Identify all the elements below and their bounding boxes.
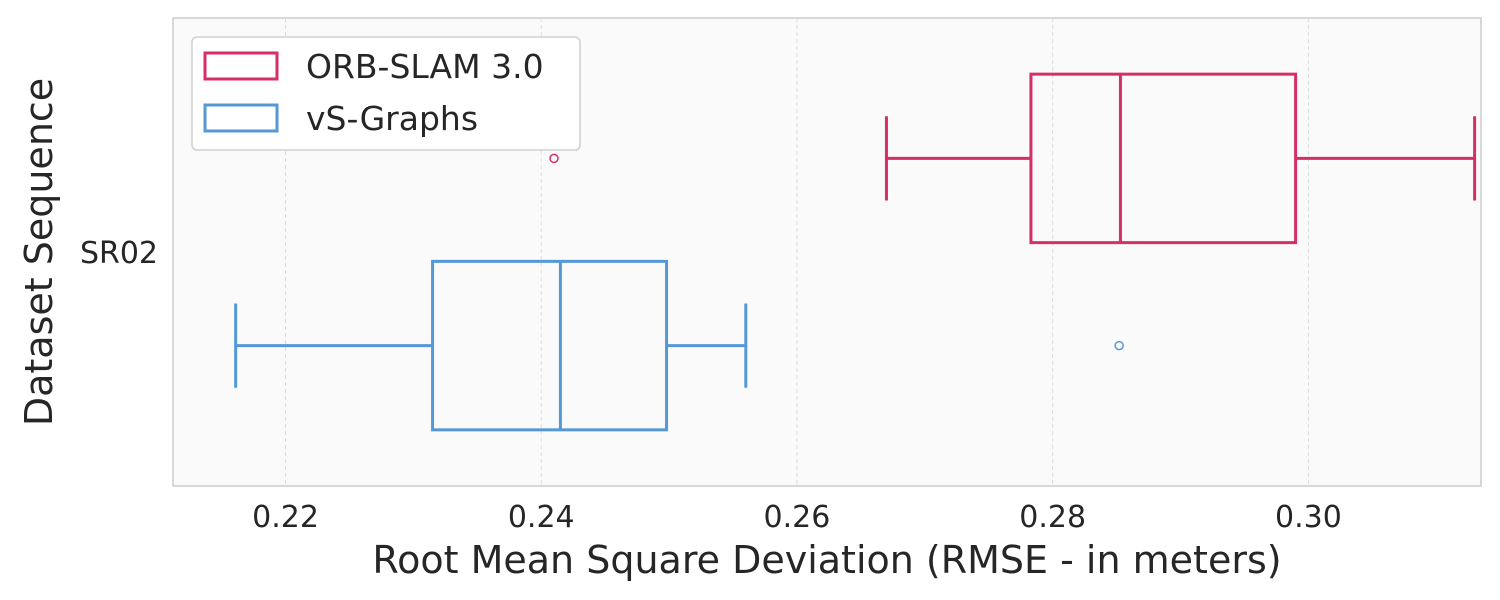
box-iqr [1029, 72, 1298, 245]
legend-swatch [203, 103, 279, 133]
x-tick-label: 0.30 [1275, 500, 1342, 535]
outlier-point [1114, 340, 1124, 351]
y-tick-labels: SR02 [80, 236, 158, 271]
x-tick-labels: 0.22 0.24 0.26 0.28 0.30 [252, 500, 1342, 535]
outlier-point [549, 153, 559, 164]
box-group [234, 259, 1124, 432]
legend-label: ORB-SLAM 3.0 [306, 47, 544, 86]
legend-label: vS-Graphs [306, 99, 478, 138]
legend-frame [191, 36, 581, 151]
x-tick-label: 0.22 [252, 500, 319, 535]
box-iqr [431, 259, 669, 432]
legend-swatch [203, 51, 279, 81]
x-tick-label: 0.28 [1019, 500, 1086, 535]
x-tick-label: 0.24 [508, 500, 575, 535]
legend: ORB-SLAM 3.0 vS-Graphs [191, 36, 581, 151]
y-axis-label: Dataset Sequence [17, 78, 61, 426]
y-tick-label: SR02 [80, 236, 158, 271]
x-axis-label: Root Mean Square Deviation (RMSE - in me… [372, 538, 1281, 582]
box-series [234, 72, 1477, 432]
box-group [549, 72, 1477, 245]
x-tick-label: 0.26 [764, 500, 831, 535]
